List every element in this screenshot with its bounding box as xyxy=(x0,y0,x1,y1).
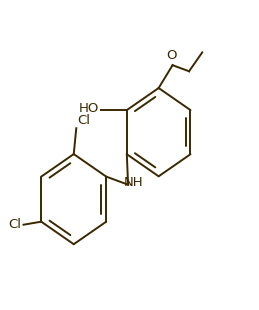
Text: Cl: Cl xyxy=(77,114,91,127)
Text: HO: HO xyxy=(78,102,99,115)
Text: O: O xyxy=(166,49,177,62)
Text: NH: NH xyxy=(124,176,143,189)
Text: Cl: Cl xyxy=(9,218,21,231)
